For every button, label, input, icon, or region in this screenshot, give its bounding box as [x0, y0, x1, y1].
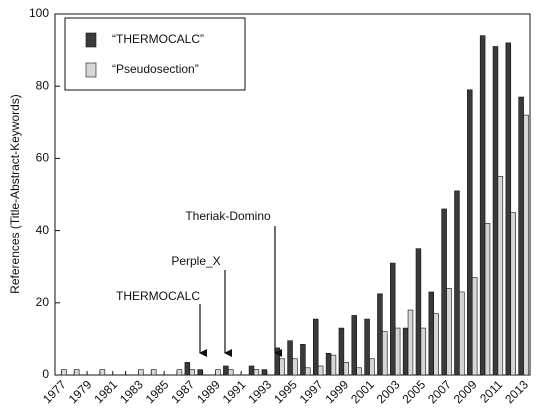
bar	[325, 353, 332, 376]
bar	[312, 318, 319, 376]
x-tick-label: 2003	[374, 377, 403, 406]
x-tick-label: 2007	[425, 377, 454, 406]
bar	[471, 277, 478, 376]
bar	[356, 367, 362, 376]
bar	[492, 46, 499, 376]
bar	[279, 358, 285, 376]
x-tick-label: 2013	[502, 377, 531, 406]
bar	[467, 89, 473, 376]
x-tick-label: 1985	[143, 377, 172, 406]
bar	[428, 291, 435, 376]
x-tick-label: 1989	[194, 377, 223, 406]
y-tick-label: 0	[42, 367, 49, 381]
x-tick-label: 1993	[245, 377, 274, 406]
bar	[215, 369, 221, 376]
x-tick-label: 1997	[297, 377, 326, 406]
x-tick-label: 1995	[271, 377, 300, 406]
bar	[305, 367, 311, 376]
bar	[99, 369, 106, 376]
y-axis-label: References (Title-Abstract-Keywords)	[8, 94, 22, 294]
bar	[253, 369, 260, 376]
bar	[377, 293, 383, 376]
bar	[390, 262, 396, 376]
legend-label: “THERMOCALC”	[112, 32, 204, 46]
bar	[197, 369, 203, 376]
bar	[479, 35, 486, 376]
bar	[343, 362, 350, 376]
bar	[497, 176, 504, 376]
x-tick-label: 1981	[91, 377, 120, 406]
x-tick-label: 1979	[66, 377, 95, 406]
bar	[248, 365, 255, 376]
legend-swatch	[85, 32, 97, 48]
x-tick-label: 1991	[220, 377, 249, 406]
x-tick-label: 1977	[40, 377, 69, 406]
bar	[138, 369, 144, 376]
bar	[459, 291, 465, 376]
legend-box	[64, 17, 246, 91]
bar	[415, 248, 422, 376]
bar	[510, 212, 516, 376]
bar	[407, 309, 414, 376]
bar	[446, 288, 452, 376]
x-tick-label: 1983	[117, 377, 146, 406]
bar	[176, 369, 183, 376]
bar	[394, 327, 401, 376]
bar	[441, 208, 447, 376]
bar	[261, 369, 268, 376]
bar	[382, 331, 388, 376]
bar	[505, 42, 512, 376]
y-tick-label: 60	[36, 151, 50, 165]
annotation: THERMOCALC	[116, 289, 200, 303]
bar	[184, 362, 191, 376]
y-tick-label: 40	[36, 223, 50, 237]
bar	[292, 358, 298, 376]
bar	[369, 358, 375, 376]
bar	[338, 327, 345, 376]
legend-label: “Pseudosection”	[112, 62, 199, 76]
bar	[189, 369, 195, 376]
y-tick-label: 100	[29, 6, 49, 20]
bar	[73, 369, 80, 376]
bar	[454, 190, 460, 376]
bar	[287, 340, 293, 376]
bar	[300, 344, 306, 376]
annotation: Theriak-Domino	[185, 209, 271, 223]
x-tick-label: 2001	[348, 377, 377, 406]
bar	[484, 223, 491, 376]
bar	[433, 313, 439, 376]
bar	[61, 369, 67, 376]
bar	[150, 369, 157, 376]
x-tick-label: 1999	[322, 377, 351, 406]
bar	[523, 114, 529, 376]
x-tick-label: 2011	[477, 377, 505, 405]
x-tick-label: 1987	[168, 377, 197, 406]
y-tick-label: 20	[36, 295, 50, 309]
bar	[223, 365, 229, 376]
bar	[420, 327, 427, 376]
x-tick-label: 2009	[451, 377, 480, 406]
bar	[364, 318, 370, 376]
bar	[518, 96, 524, 376]
bar	[402, 327, 409, 376]
x-tick-label: 2005	[399, 377, 428, 406]
y-tick-label: 80	[36, 78, 50, 92]
legend-swatch	[85, 62, 97, 78]
annotation: Perple_X	[171, 254, 220, 268]
bar	[351, 315, 357, 376]
bar	[330, 354, 337, 376]
bar	[317, 365, 324, 376]
bar	[228, 369, 234, 376]
